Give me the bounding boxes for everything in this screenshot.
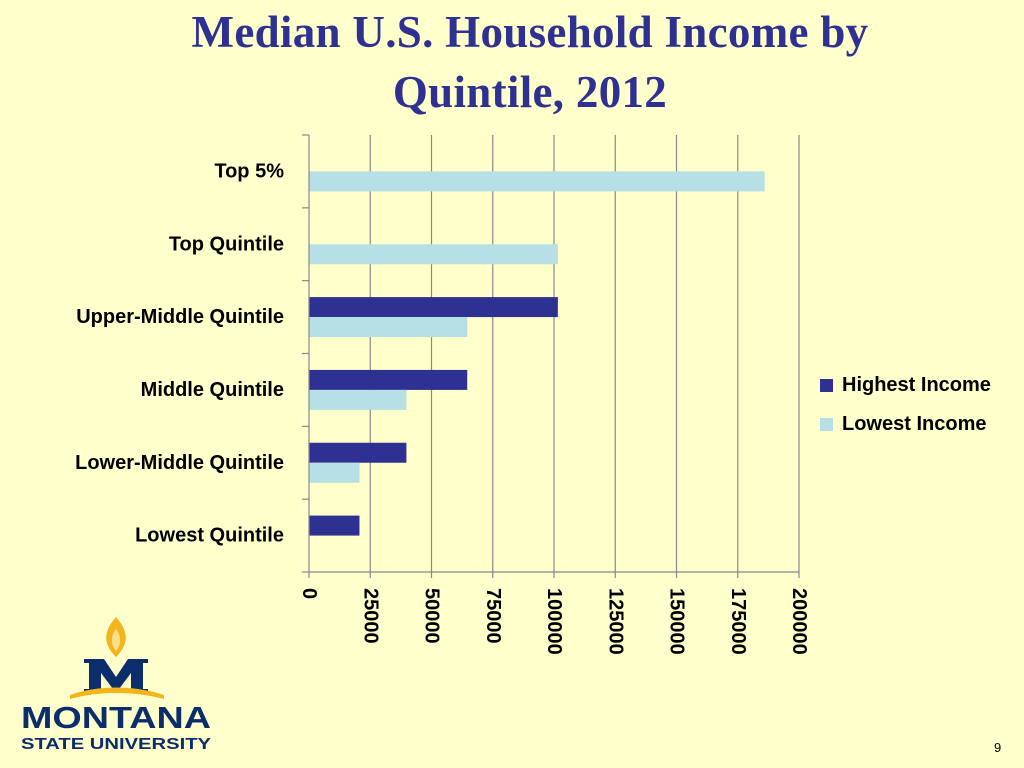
legend-swatch-lowest <box>820 418 833 431</box>
title-line-2: Quintile, 2012 <box>392 67 668 117</box>
x-tick-label-200000: 200000 <box>788 588 810 655</box>
page-number: 9 <box>994 740 1002 755</box>
title-line-1: Median U.S. Household Income by <box>191 7 869 57</box>
bar-lowest-top-quintile <box>309 244 558 265</box>
category-label-top-5: Top 5% <box>214 160 284 182</box>
category-label-lowest-quintile: Lowest Quintile <box>135 525 284 547</box>
logo-swoosh-icon <box>70 687 164 699</box>
bar-highest-lower-middle-quintile <box>309 442 407 463</box>
x-tick-label-150000: 150000 <box>666 588 688 655</box>
logo-text-montana: MONTANA <box>21 700 211 735</box>
montana-state-university-logo: MONTANA STATE UNIVERSITY <box>21 617 211 753</box>
x-tick-label-25000: 25000 <box>359 588 381 644</box>
logo-text-university: STATE UNIVERSITY <box>21 736 211 753</box>
bar-highest-middle-quintile <box>309 369 468 390</box>
legend-item-lowest: Lowest Income <box>820 405 991 444</box>
axes <box>302 134 800 578</box>
bar-lowest-middle-quintile <box>309 389 407 410</box>
bar-lowest-top-5 <box>309 171 765 192</box>
logo-m-icon <box>84 659 148 693</box>
legend-label-highest: Highest Income <box>842 374 991 396</box>
bar-highest-upper-middle-quintile <box>309 297 558 318</box>
x-tick-label-0: 0 <box>298 588 320 599</box>
x-tick-label-100000: 100000 <box>543 588 565 655</box>
gridlines <box>369 135 800 572</box>
legend-swatch-highest <box>820 379 833 392</box>
category-label-upper-middle-quintile: Upper-Middle Quintile <box>76 306 284 328</box>
logo-flame-inner-icon <box>111 629 121 651</box>
bars <box>309 171 765 536</box>
legend-item-highest: Highest Income <box>820 366 991 405</box>
category-label-top-quintile: Top Quintile <box>169 233 284 255</box>
x-tick-label-75000: 75000 <box>482 588 504 644</box>
chart-legend: Highest Income Lowest Income <box>820 366 991 444</box>
bar-highest-lowest-quintile <box>309 515 360 536</box>
slide-title: Median U.S. Household Income by Quintile… <box>0 2 1024 122</box>
labels: 0 25000 50000 75000 100000 125000 150000 175000… <box>75 160 810 654</box>
category-label-lower-middle-quintile: Lower-Middle Quintile <box>75 452 284 474</box>
x-tick-label-125000: 125000 <box>604 588 626 655</box>
legend-label-lowest: Lowest Income <box>842 413 987 435</box>
bar-lowest-upper-middle-quintile <box>309 317 468 338</box>
x-tick-label-50000: 50000 <box>421 588 443 644</box>
x-tick-label-175000: 175000 <box>727 588 749 655</box>
category-label-middle-quintile: Middle Quintile <box>141 379 284 401</box>
bar-lowest-lower-middle-quintile <box>309 462 360 483</box>
